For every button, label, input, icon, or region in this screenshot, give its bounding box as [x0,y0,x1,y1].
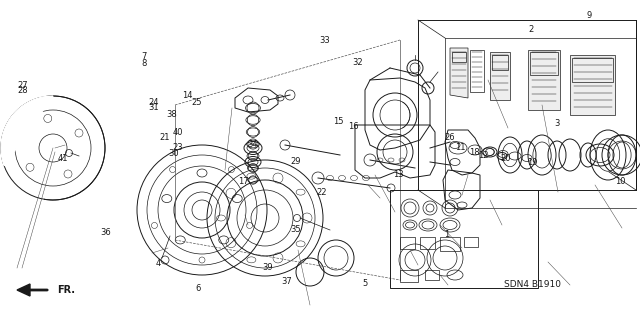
Text: 32: 32 [352,58,362,67]
Polygon shape [1,96,53,166]
Text: 21: 21 [160,133,170,142]
Text: 24: 24 [148,98,159,107]
Bar [390,190,538,288]
Text: 12: 12 [478,151,488,160]
Text: 6: 6 [196,284,201,293]
Polygon shape [450,48,468,98]
Bar [440,237,460,251]
Polygon shape [17,284,30,296]
Text: 5: 5 [362,279,367,288]
Text: 15: 15 [333,117,343,126]
Bar [418,20,636,190]
Text: 23: 23 [173,143,183,152]
Text: 8: 8 [141,59,147,68]
Text: 26: 26 [444,133,454,142]
Text: 41: 41 [58,154,68,163]
Text: FR.: FR. [57,285,75,295]
Text: 29: 29 [291,157,301,166]
Text: 4: 4 [156,259,161,268]
Text: 36: 36 [100,228,111,237]
Text: 3: 3 [554,119,559,128]
Text: 28: 28 [17,86,28,95]
Bar [464,237,478,247]
Bar [400,270,418,282]
Text: 39: 39 [262,263,273,272]
Text: 10: 10 [616,177,626,186]
Text: 31: 31 [148,103,159,112]
Text: 30: 30 [169,149,179,158]
Bar [420,237,435,249]
Text: 9: 9 [586,11,591,20]
Bar [425,270,439,280]
Text: 18: 18 [470,148,480,157]
Text: 2: 2 [529,25,534,34]
Text: 35: 35 [291,225,301,234]
Text: 13: 13 [393,170,403,179]
Text: 14: 14 [182,91,192,100]
Text: 11: 11 [456,143,466,152]
Text: 27: 27 [17,81,28,90]
Text: 34: 34 [248,140,258,149]
Text: 19: 19 [527,158,538,167]
Text: 22: 22 [316,189,326,197]
Polygon shape [570,55,615,115]
Bar [400,237,415,249]
Polygon shape [528,50,560,110]
Text: 37: 37 [282,277,292,286]
Text: 25: 25 [192,98,202,107]
Text: 20: 20 [500,154,511,163]
Text: 17: 17 [238,177,248,186]
Text: 7: 7 [141,52,147,61]
Text: SDN4 B1910: SDN4 B1910 [504,280,561,289]
Text: 40: 40 [173,128,183,137]
Polygon shape [490,52,510,100]
Text: 16: 16 [348,122,358,131]
Text: 38: 38 [166,110,177,119]
Text: 1: 1 [444,230,449,239]
Text: 33: 33 [320,36,330,45]
